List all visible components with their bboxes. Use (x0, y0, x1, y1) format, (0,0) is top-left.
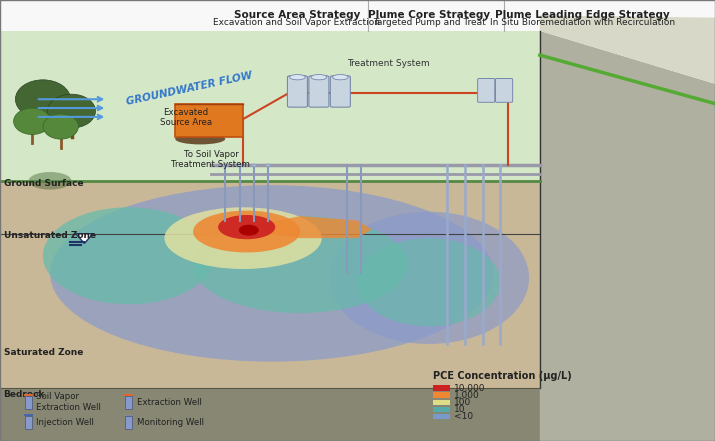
Ellipse shape (218, 215, 275, 239)
Ellipse shape (14, 108, 51, 135)
FancyBboxPatch shape (175, 104, 243, 137)
Text: 1,000: 1,000 (454, 391, 480, 400)
Text: Targeted Pump and Treat: Targeted Pump and Treat (373, 19, 485, 27)
Text: To Soil Vapor
Treatment System: To Soil Vapor Treatment System (172, 150, 250, 169)
Ellipse shape (47, 94, 96, 128)
Ellipse shape (329, 212, 529, 344)
Text: Source Area Strategy: Source Area Strategy (234, 11, 360, 20)
FancyBboxPatch shape (124, 394, 133, 396)
Polygon shape (257, 216, 372, 238)
FancyBboxPatch shape (495, 78, 513, 102)
FancyBboxPatch shape (25, 416, 32, 429)
FancyBboxPatch shape (124, 414, 133, 416)
Text: PCE Concentration (μg/L): PCE Concentration (μg/L) (433, 371, 571, 381)
Text: Monitoring Well: Monitoring Well (137, 418, 204, 426)
FancyBboxPatch shape (287, 76, 307, 107)
Text: 100: 100 (454, 398, 471, 407)
Text: GROUNDWATER FLOW: GROUNDWATER FLOW (125, 70, 253, 106)
Text: Unsaturated Zone: Unsaturated Zone (4, 232, 96, 240)
Ellipse shape (29, 172, 72, 190)
Text: 10,000: 10,000 (454, 384, 485, 393)
Ellipse shape (43, 207, 214, 304)
Text: Injection Well: Injection Well (36, 418, 94, 426)
Ellipse shape (237, 164, 242, 167)
FancyBboxPatch shape (24, 394, 33, 396)
Polygon shape (540, 15, 715, 84)
Polygon shape (76, 234, 93, 243)
FancyArrowPatch shape (39, 106, 102, 110)
FancyBboxPatch shape (309, 76, 329, 107)
Ellipse shape (164, 207, 322, 269)
FancyBboxPatch shape (25, 396, 32, 409)
Ellipse shape (50, 185, 493, 362)
Polygon shape (0, 0, 715, 31)
Ellipse shape (290, 75, 305, 80)
FancyBboxPatch shape (433, 407, 450, 412)
Ellipse shape (239, 225, 259, 235)
Polygon shape (540, 31, 715, 441)
Ellipse shape (175, 133, 225, 144)
Ellipse shape (358, 238, 500, 326)
Ellipse shape (251, 164, 257, 167)
Text: Soil Vapor
Extraction Well: Soil Vapor Extraction Well (36, 392, 102, 412)
FancyBboxPatch shape (433, 414, 450, 419)
Polygon shape (0, 181, 540, 388)
Polygon shape (0, 31, 540, 181)
Ellipse shape (265, 164, 271, 167)
Text: Plume Leading Edge Strategy: Plume Leading Edge Strategy (495, 11, 670, 20)
Ellipse shape (16, 80, 70, 119)
Ellipse shape (193, 210, 300, 252)
Text: Extraction Well: Extraction Well (137, 398, 202, 407)
Text: Excavation and Soil Vapor Extraction: Excavation and Soil Vapor Extraction (213, 19, 380, 27)
Text: Plume Core Strategy: Plume Core Strategy (368, 11, 490, 20)
FancyArrowPatch shape (39, 97, 102, 101)
FancyArrowPatch shape (39, 115, 102, 119)
Text: Treatment System: Treatment System (347, 60, 430, 68)
FancyBboxPatch shape (24, 414, 33, 416)
Text: Ground Surface: Ground Surface (4, 179, 83, 187)
FancyBboxPatch shape (125, 416, 132, 429)
Ellipse shape (43, 114, 79, 139)
Ellipse shape (311, 75, 327, 80)
Ellipse shape (332, 75, 348, 80)
FancyBboxPatch shape (125, 396, 132, 409)
Text: <10: <10 (454, 412, 473, 421)
FancyBboxPatch shape (478, 78, 495, 102)
Text: In Situ Bioremediation with Recirculation: In Situ Bioremediation with Recirculatio… (490, 19, 675, 27)
Text: 10: 10 (454, 405, 465, 414)
FancyBboxPatch shape (433, 392, 450, 398)
FancyBboxPatch shape (433, 400, 450, 405)
Text: Bedrock: Bedrock (4, 390, 45, 399)
Text: Saturated Zone: Saturated Zone (4, 348, 83, 357)
Ellipse shape (222, 164, 228, 167)
FancyBboxPatch shape (433, 385, 450, 391)
FancyBboxPatch shape (330, 76, 350, 107)
Polygon shape (0, 388, 540, 441)
Ellipse shape (193, 216, 408, 313)
Text: Excavated
Source Area: Excavated Source Area (160, 108, 212, 127)
